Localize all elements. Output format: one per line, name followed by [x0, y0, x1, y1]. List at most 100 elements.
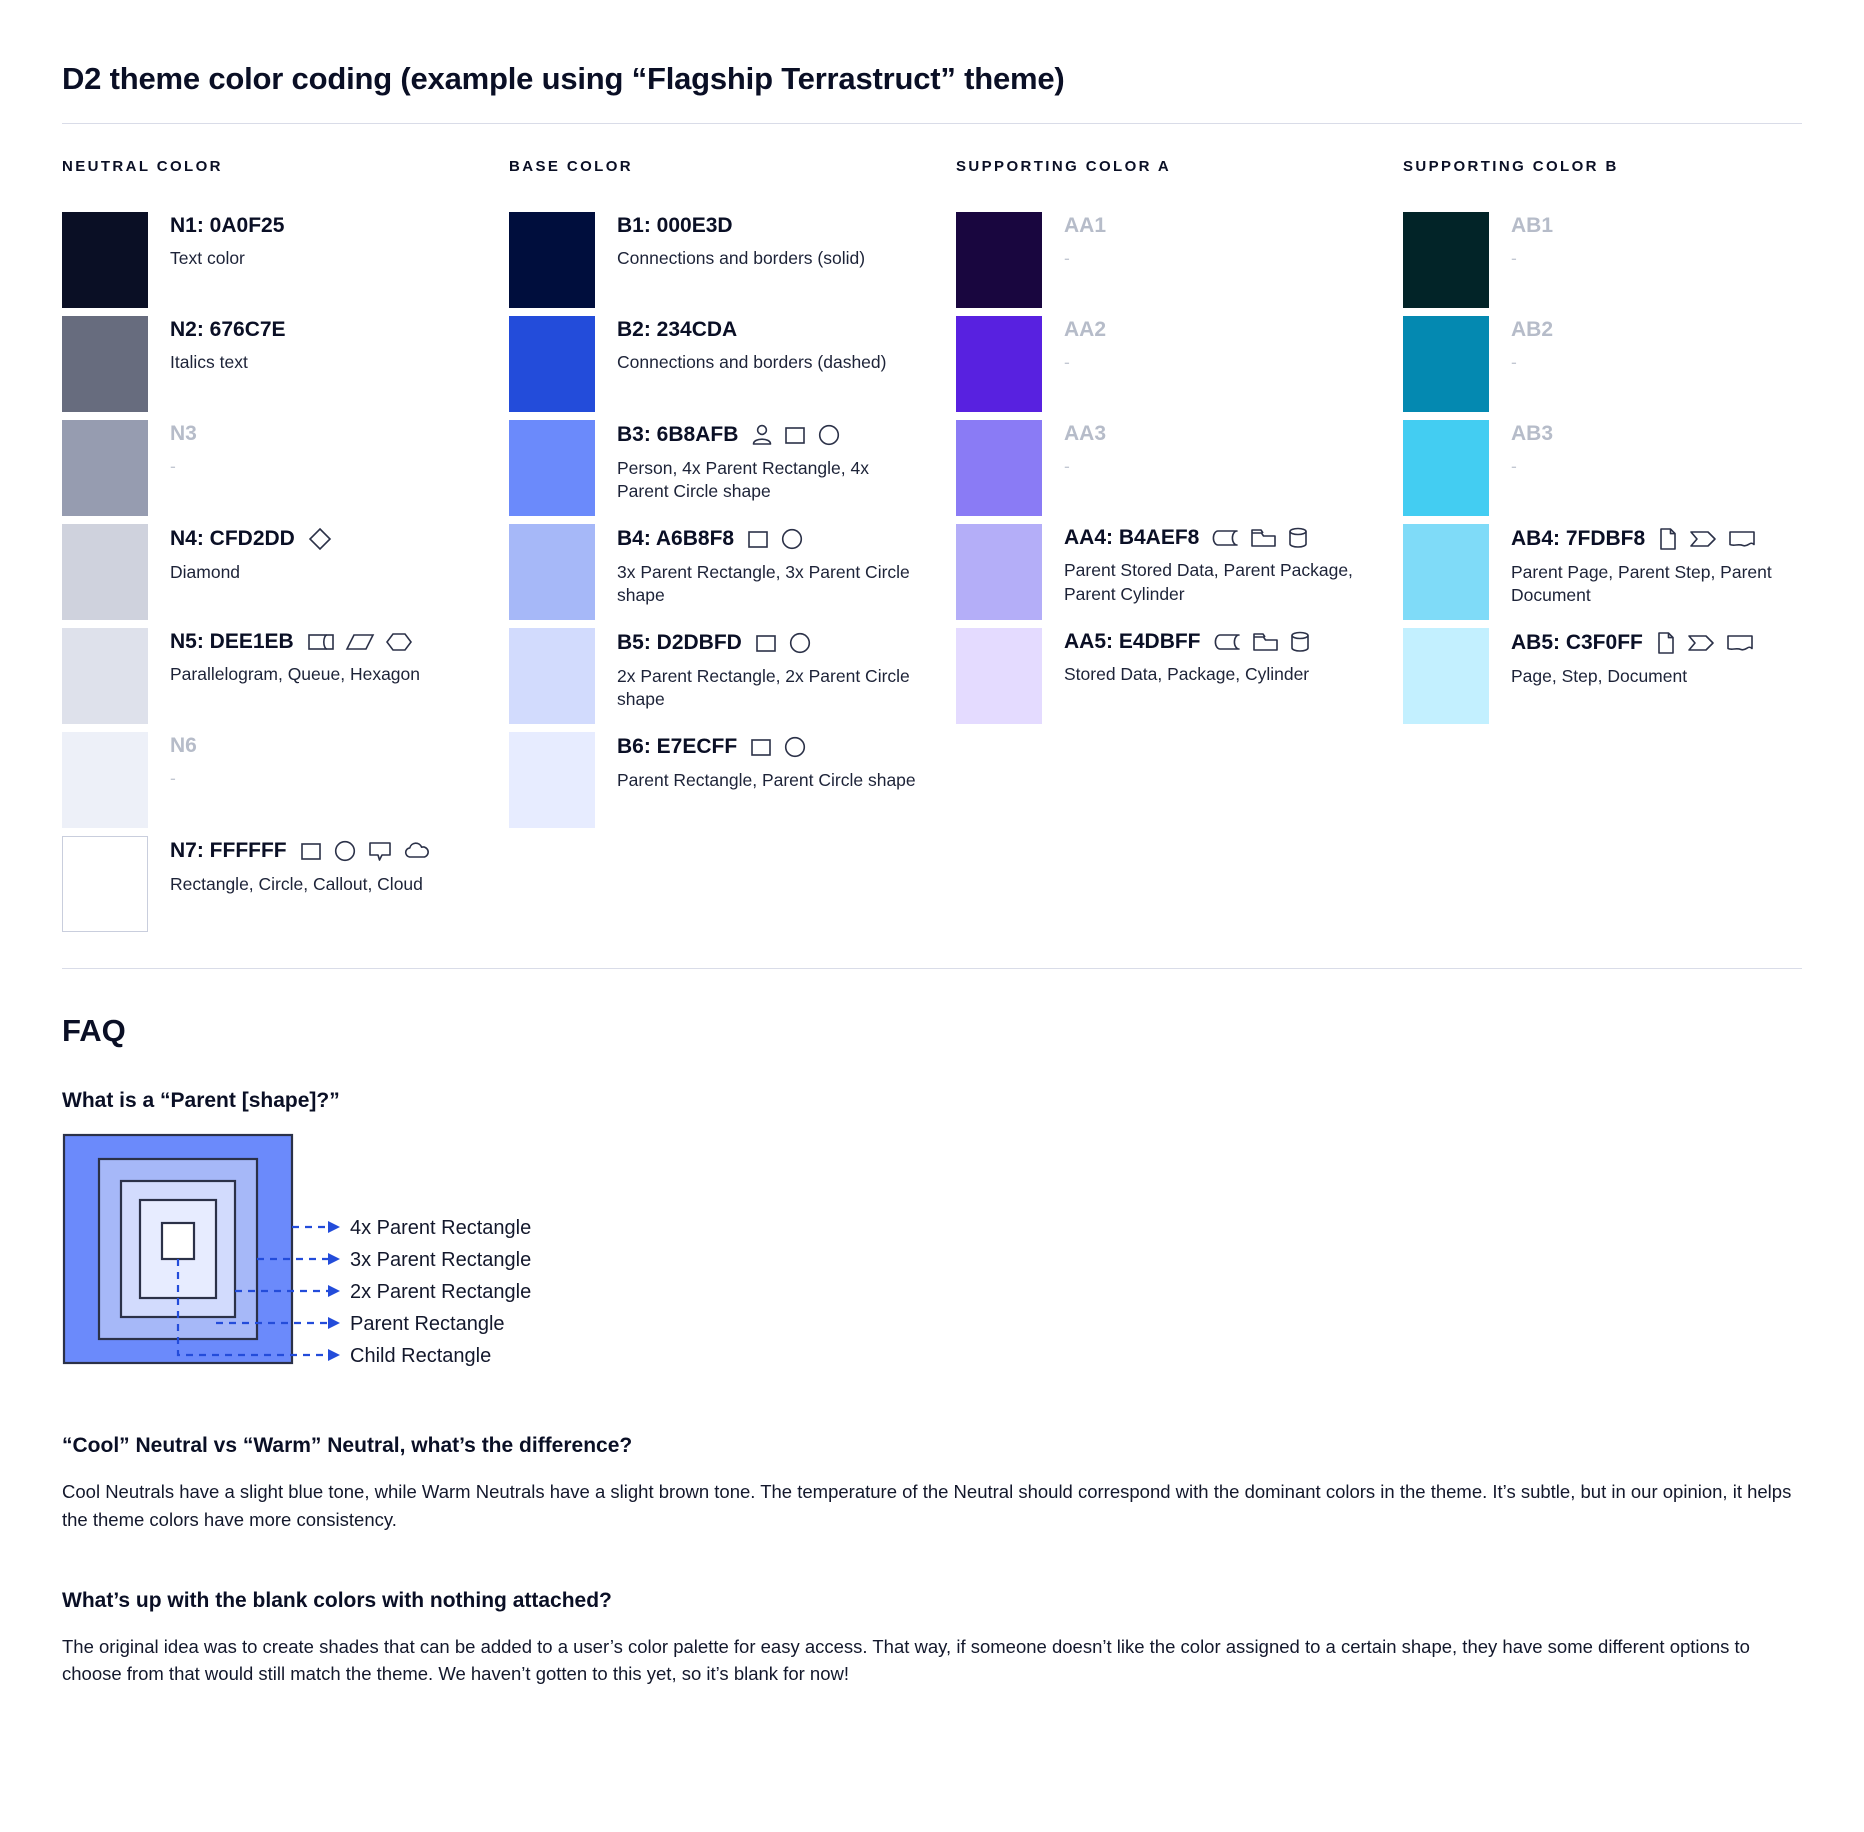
swatch-label: AA2	[1064, 318, 1403, 342]
diagram-label: 4x Parent Rectangle	[350, 1217, 531, 1239]
color-swatch[interactable]	[956, 316, 1042, 413]
diagram-label: Child Rectangle	[350, 1345, 491, 1367]
color-swatch[interactable]	[509, 524, 595, 621]
swatch-description: -	[1511, 352, 1517, 373]
color-swatch[interactable]	[956, 420, 1042, 517]
color-swatch[interactable]	[1403, 524, 1489, 621]
person-icon	[750, 422, 774, 448]
nested-rectangle-svg: 4x Parent Rectangle 3x Parent Rectangle 2x…	[62, 1134, 531, 1367]
color-swatch[interactable]	[1403, 420, 1489, 517]
circle-icon	[332, 838, 358, 864]
swatch-label-text: N2: 676C7E	[170, 318, 286, 342]
color-swatch[interactable]	[509, 420, 595, 517]
circle-icon	[782, 734, 808, 760]
color-swatch[interactable]	[509, 628, 595, 725]
color-swatch[interactable]	[62, 628, 148, 725]
swatch-row: B1: 000E3D Connections and borders (solid…	[509, 212, 956, 316]
palette-column-heading: NEUTRAL COLOR	[62, 158, 223, 176]
color-swatch[interactable]	[62, 212, 148, 309]
swatch-row: B3: 6B8AFB Person, 4x Parent Rectangle, 4…	[509, 420, 956, 524]
swatch-row: AA2 -	[956, 316, 1403, 420]
palette-column: BASE COLOR B1: 000E3D Connections and bord…	[509, 158, 956, 940]
swatch-description: -	[1511, 456, 1517, 477]
cloud-icon	[402, 839, 432, 863]
title-divider	[62, 123, 1802, 125]
swatch-text: B3: 6B8AFB Person, 4x Parent Rectangle, 4…	[617, 420, 956, 504]
color-swatch[interactable]	[1403, 212, 1489, 309]
shape-icon-group	[299, 838, 432, 864]
swatch-row: AB4: 7FDBF8 Parent Page, Parent Step, Par…	[1403, 524, 1850, 628]
swatch-label: AB1	[1511, 214, 1850, 238]
palette-column: SUPPORTING COLOR B AB1 - AB2 - AB3 - AB4: 7FDBF…	[1403, 158, 1850, 940]
swatch-row: B4: A6B8F8 3x Parent Rectangle, 3x Parent…	[509, 524, 956, 628]
color-swatch[interactable]	[62, 420, 148, 517]
rectangle-icon	[299, 839, 323, 863]
faq-question-blank-colors: What’s up with the blank colors with not…	[62, 1588, 612, 1612]
swatch-label: B3: 6B8AFB	[617, 422, 956, 448]
swatch-label-text: B2: 234CDA	[617, 318, 738, 342]
swatch-description: -	[1064, 248, 1070, 269]
swatch-label: N3	[170, 422, 509, 446]
color-swatch[interactable]	[956, 628, 1042, 725]
shape-icon-group	[1655, 630, 1755, 656]
hexagon-icon	[384, 630, 414, 654]
swatch-row: AB5: C3F0FF Page, Step, Document	[1403, 628, 1850, 732]
shape-icon-group	[754, 630, 813, 656]
color-swatch[interactable]	[62, 524, 148, 621]
swatch-label: B4: A6B8F8	[617, 526, 956, 552]
shape-icon-group	[749, 734, 808, 760]
color-swatch[interactable]	[62, 732, 148, 829]
swatch-row: AB2 -	[1403, 316, 1850, 420]
diamond-icon	[307, 526, 333, 552]
swatch-label-text: N3	[170, 422, 197, 446]
swatch-description: Parallelogram, Queue, Hexagon	[170, 664, 421, 685]
package-icon	[1250, 527, 1278, 549]
rectangle-icon	[783, 423, 807, 447]
swatch-row: AA3 -	[956, 420, 1403, 524]
color-swatch[interactable]	[509, 732, 595, 829]
page-icon	[1655, 630, 1677, 656]
color-swatch[interactable]	[509, 212, 595, 309]
swatch-description: -	[170, 456, 176, 477]
swatch-label: AB4: 7FDBF8	[1511, 526, 1850, 552]
swatch-row: N7: FFFFFF Rectangle, Circle, Callout, Cl…	[62, 836, 509, 940]
color-swatch[interactable]	[509, 316, 595, 413]
faq-answer-blank-colors: The original idea was to create shades t…	[62, 1635, 1750, 1685]
color-swatch[interactable]	[1403, 316, 1489, 413]
swatch-label-text: B4: A6B8F8	[617, 527, 735, 551]
swatch-label: AA3	[1064, 422, 1403, 446]
cylinder-icon	[1287, 526, 1309, 550]
document-icon	[1725, 631, 1755, 655]
page-title: D2 theme color coding (example using “Fl…	[62, 61, 1065, 96]
rectangle-icon	[749, 735, 773, 759]
color-swatch[interactable]	[62, 836, 148, 933]
swatch-label-text: AA4: B4AEF8	[1064, 526, 1200, 550]
diagram-label: Parent Rectangle	[350, 1313, 505, 1335]
swatch-row: B5: D2DBFD 2x Parent Rectangle, 2x Parent…	[509, 628, 956, 732]
swatch-text: AB4: 7FDBF8 Parent Page, Parent Step, Par…	[1511, 524, 1850, 608]
diagram-label: 3x Parent Rectangle	[350, 1249, 531, 1271]
swatch-description: Italics text	[170, 352, 248, 373]
swatch-description: Connections and borders (dashed)	[617, 352, 887, 373]
shape-icon-group	[306, 630, 414, 654]
swatch-row: N6 -	[62, 732, 509, 836]
shape-icon-group	[1213, 630, 1311, 654]
swatch-label: N2: 676C7E	[170, 318, 509, 342]
color-swatch[interactable]	[956, 212, 1042, 309]
document-icon	[1727, 527, 1757, 551]
callout-icon	[367, 839, 393, 863]
swatch-label: AB5: C3F0FF	[1511, 630, 1850, 656]
swatch-text: N7: FFFFFF Rectangle, Circle, Callout, Cl…	[170, 836, 509, 896]
swatch-text: AA3 -	[1064, 420, 1403, 478]
swatch-label-text: AA5: E4DBFF	[1064, 630, 1201, 654]
color-swatch[interactable]	[1403, 628, 1489, 725]
swatch-label-text: AB2	[1511, 318, 1554, 342]
faq-question-cool-warm: “Cool” Neutral vs “Warm” Neutral, what’s…	[62, 1434, 633, 1458]
swatch-description: Stored Data, Package, Cylinder	[1064, 664, 1310, 685]
color-swatch[interactable]	[956, 524, 1042, 621]
swatch-row: AA5: E4DBFF Stored Data, Package, Cylinde…	[956, 628, 1403, 732]
color-swatch[interactable]	[62, 316, 148, 413]
swatch-text: AA5: E4DBFF Stored Data, Package, Cylinde…	[1064, 628, 1403, 686]
swatch-label-text: N7: FFFFFF	[170, 839, 287, 863]
swatch-text: N3 -	[170, 420, 509, 478]
